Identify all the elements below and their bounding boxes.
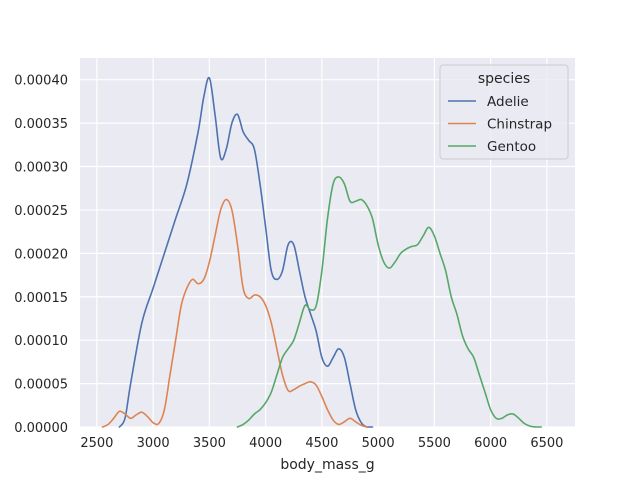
x-tick-label: 4500 xyxy=(305,436,338,451)
y-tick-label: 0.00000 xyxy=(14,421,68,436)
series-line-gentoo xyxy=(236,176,543,428)
y-tick-label: 0.00035 xyxy=(14,117,68,132)
legend: species Adelie Chinstrap Gentoo xyxy=(439,64,569,160)
y-tick-label: 0.00020 xyxy=(14,247,68,262)
series-line-chinstrap xyxy=(101,198,368,428)
series-lines xyxy=(101,76,543,428)
x-tick-label: 5000 xyxy=(362,436,395,451)
y-tick-label: 0.00030 xyxy=(14,161,68,176)
legend-items: Adelie Chinstrap Gentoo xyxy=(448,94,552,155)
series-line-adelie xyxy=(118,76,374,428)
y-axis-ticks: 0.00000 0.00005 0.00010 0.00015 0.00020 0.000… xyxy=(14,74,68,436)
legend-title: species xyxy=(478,71,530,87)
y-tick-label: 0.00025 xyxy=(14,204,68,219)
legend-label-adelie: Adelie xyxy=(487,94,529,110)
legend-label-gentoo: Gentoo xyxy=(487,139,536,155)
x-tick-label: 6000 xyxy=(474,436,507,451)
y-tick-label: 0.00005 xyxy=(14,378,68,393)
x-tick-label: 2500 xyxy=(80,436,113,451)
x-axis-label: body_mass_g xyxy=(280,457,374,473)
x-tick-label: 5500 xyxy=(418,436,451,451)
x-tick-label: 3000 xyxy=(137,436,170,451)
y-tick-label: 0.00040 xyxy=(14,74,68,89)
x-tick-label: 6500 xyxy=(530,436,563,451)
y-tick-label: 0.00010 xyxy=(14,334,68,349)
x-tick-label: 3500 xyxy=(193,436,226,451)
x-tick-label: 4000 xyxy=(249,436,282,451)
x-axis-ticks: 2500 3000 3500 4000 4500 5000 5500 6000 6500 xyxy=(80,436,563,451)
legend-box xyxy=(439,64,569,160)
legend-label-chinstrap: Chinstrap xyxy=(487,117,552,133)
y-tick-label: 0.00015 xyxy=(14,291,68,306)
